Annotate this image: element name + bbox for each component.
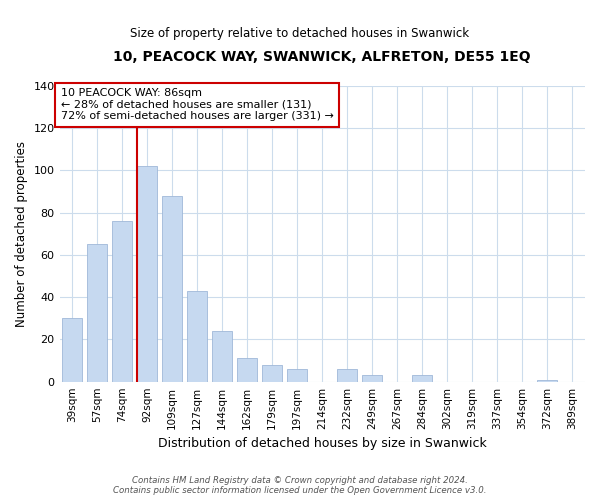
Bar <box>137 166 157 382</box>
Bar <box>187 291 207 382</box>
Bar <box>538 380 557 382</box>
Bar <box>237 358 257 382</box>
Bar <box>287 369 307 382</box>
Title: 10, PEACOCK WAY, SWANWICK, ALFRETON, DE55 1EQ: 10, PEACOCK WAY, SWANWICK, ALFRETON, DE5… <box>113 50 531 64</box>
Bar <box>162 196 182 382</box>
Bar <box>337 369 358 382</box>
Bar <box>62 318 82 382</box>
Text: Contains HM Land Registry data © Crown copyright and database right 2024.
Contai: Contains HM Land Registry data © Crown c… <box>113 476 487 495</box>
Bar <box>262 365 282 382</box>
Text: Size of property relative to detached houses in Swanwick: Size of property relative to detached ho… <box>130 28 470 40</box>
Text: 10 PEACOCK WAY: 86sqm
← 28% of detached houses are smaller (131)
72% of semi-det: 10 PEACOCK WAY: 86sqm ← 28% of detached … <box>61 88 334 122</box>
Bar <box>87 244 107 382</box>
Bar <box>362 376 382 382</box>
Bar <box>212 331 232 382</box>
X-axis label: Distribution of detached houses by size in Swanwick: Distribution of detached houses by size … <box>158 437 487 450</box>
Bar <box>112 221 132 382</box>
Bar <box>412 376 433 382</box>
Y-axis label: Number of detached properties: Number of detached properties <box>15 141 28 327</box>
